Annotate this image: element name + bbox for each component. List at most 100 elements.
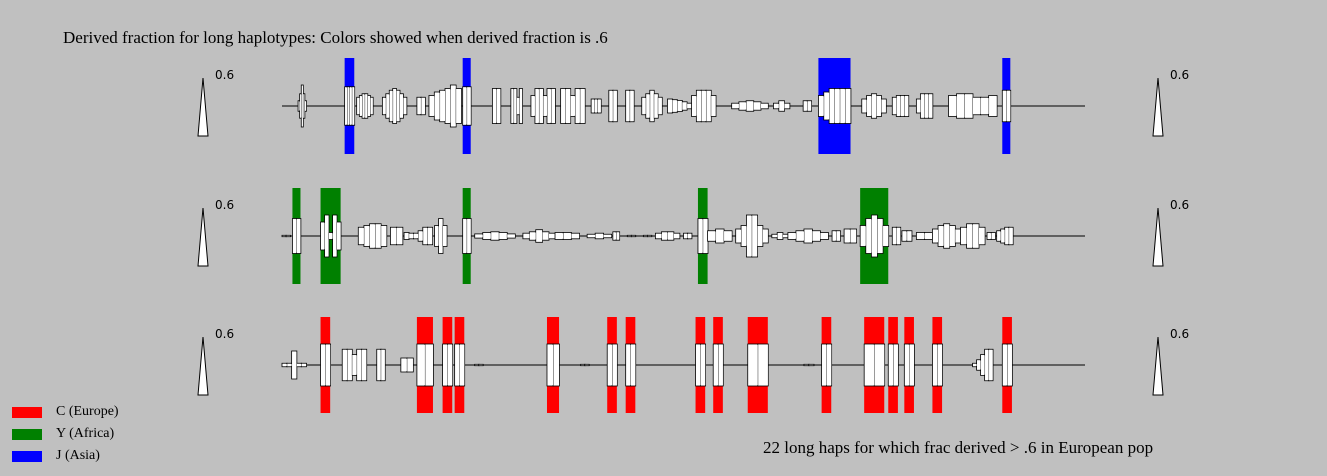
- haplotype-fill: [747, 215, 752, 257]
- haplotype-fill: [370, 98, 373, 114]
- haplotype-fill: [746, 101, 754, 111]
- haplotype-fill: [881, 99, 886, 113]
- haplotype-fill: [902, 231, 907, 241]
- haplotype-fill: [381, 226, 387, 246]
- haplotype-fill: [850, 229, 857, 243]
- haplotype-fill: [631, 344, 636, 386]
- haplotype-fill: [483, 233, 491, 239]
- scale-triangle-left: [197, 336, 209, 396]
- haplotype-fill: [909, 344, 914, 386]
- haplotype-fill: [460, 344, 465, 386]
- haplotype-fill: [333, 215, 337, 257]
- haplotype-fill: [321, 222, 325, 250]
- haplotype-fill: [835, 89, 840, 123]
- haplotype-fill: [425, 344, 433, 386]
- haplotype-segment: [630, 234, 637, 238]
- haplotype-fill: [571, 96, 576, 116]
- haplotype-fill: [293, 219, 297, 253]
- haplotype-fill: [862, 99, 867, 113]
- haplotype-fill: [421, 98, 425, 114]
- haplotype-fill: [343, 350, 348, 380]
- haplotype-fill: [642, 98, 646, 114]
- haplotype-segment: [584, 363, 590, 367]
- haplotype-fill: [739, 102, 747, 110]
- haplotype-fill: [390, 91, 393, 121]
- haplotype-fill: [428, 228, 433, 244]
- haplotype-fill: [784, 104, 790, 108]
- haplotype-fill: [362, 350, 367, 380]
- scale-label: 0.6: [215, 68, 234, 82]
- haplotype-fill: [783, 235, 788, 237]
- haplotype-fill: [991, 233, 996, 239]
- haplotype-fill: [397, 228, 403, 244]
- haplotype-fill: [933, 229, 939, 243]
- haplotype-fill: [779, 101, 785, 111]
- haplotype-fill: [650, 91, 654, 121]
- haplotype-fill: [520, 89, 523, 123]
- haplotype-fill: [1003, 344, 1008, 386]
- haplotype-fill: [302, 364, 307, 366]
- haplotype-fill: [872, 215, 878, 257]
- legend-label-asia: J (Asia): [56, 448, 100, 463]
- haplotype-fill: [598, 99, 601, 113]
- haplotype-fill: [917, 233, 925, 239]
- haplotype-fill: [396, 91, 400, 121]
- haplotype-fill: [957, 94, 965, 118]
- haplotype-fill: [701, 91, 706, 121]
- haplotype-fill: [326, 344, 331, 386]
- scale-triangle-right: [1152, 336, 1164, 396]
- haplotype-fill: [708, 231, 716, 241]
- haplotype-fill: [305, 101, 307, 111]
- haplotype-fill: [973, 224, 979, 248]
- haplotype-fill: [877, 219, 883, 253]
- haplotype-fill: [804, 229, 812, 243]
- haplotype-segment: [808, 363, 815, 367]
- haplotype-fill: [819, 96, 824, 116]
- haplotype-fill: [613, 232, 617, 240]
- haplotype-fill: [443, 344, 448, 386]
- haplotype-fill: [866, 219, 872, 253]
- haplotype-fill: [370, 224, 376, 248]
- haplotype-fill: [448, 344, 453, 386]
- scale-label: 0.6: [1170, 68, 1189, 82]
- haplotype-fill: [981, 355, 985, 375]
- haplotype-fill: [860, 226, 866, 246]
- haplotype-fill: [435, 226, 439, 246]
- haplotype-fill: [337, 222, 341, 250]
- haplotype-fill: [697, 91, 702, 121]
- haplotype-fill: [300, 94, 302, 118]
- haplotype-fill: [965, 94, 973, 118]
- scale-triangle-left: [197, 207, 209, 267]
- haplotype-fill: [696, 344, 701, 386]
- haplotype-fill: [375, 224, 381, 248]
- haplotype-fill: [407, 358, 413, 372]
- haplotype-fill: [674, 234, 680, 238]
- haplotype-fill: [977, 360, 981, 370]
- haplotype-fill: [414, 234, 419, 238]
- haplotype-fill: [872, 94, 877, 118]
- haplotype-fill: [616, 232, 620, 240]
- haplotype-fill: [724, 231, 732, 241]
- haplotype-fill: [350, 87, 352, 125]
- haplotype-fill: [523, 234, 530, 238]
- scale-label: 0.6: [215, 198, 234, 212]
- haplotype-fill: [985, 350, 989, 380]
- haplotype-fill: [1009, 228, 1013, 244]
- haplotype-segment: [478, 363, 484, 367]
- haplotype-fill: [662, 232, 668, 240]
- haplotype-fill: [595, 234, 604, 238]
- haplotype-fill: [967, 224, 973, 248]
- haplotype-fill: [944, 224, 950, 248]
- haplotype-fill: [917, 99, 921, 113]
- haplotype-fill: [435, 92, 440, 120]
- haplotype-fill: [391, 228, 397, 244]
- haplotype-fill: [393, 89, 397, 123]
- haplotype-fill: [575, 89, 580, 123]
- haplotype-fill: [553, 344, 560, 386]
- haplotype-fill: [429, 96, 435, 116]
- haplotype-fill: [630, 91, 634, 121]
- haplotype-fill: [905, 96, 909, 116]
- haplotype-fill: [1007, 91, 1011, 121]
- haplotype-fill: [626, 91, 630, 121]
- scale-triangle-left: [197, 77, 209, 137]
